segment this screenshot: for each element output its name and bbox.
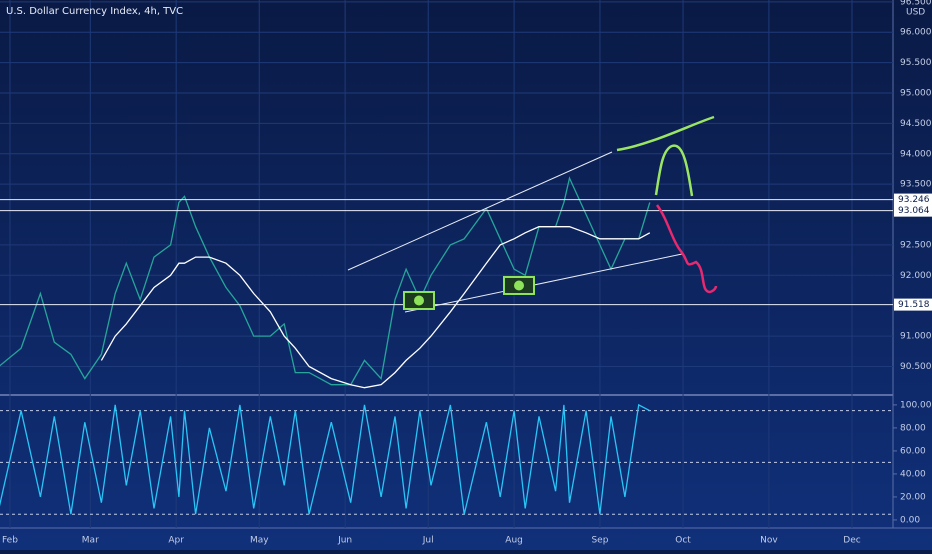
- trendline: [347, 151, 613, 271]
- y-tick-label: 0.00: [900, 515, 920, 525]
- y-tick-label: 80.00: [900, 423, 926, 433]
- series-line: [0, 403, 651, 515]
- series-line: [0, 176, 651, 386]
- y-tick-label: 91.000: [900, 332, 932, 342]
- x-tick-label: Sep: [591, 536, 608, 546]
- y-tick-label: 20.00: [900, 492, 926, 502]
- y-tick-label: 90.500: [900, 362, 932, 372]
- drawing: [654, 144, 694, 197]
- x-tick-label: Dec: [843, 536, 860, 546]
- level-label-box: [894, 204, 932, 217]
- y-tick-label: 60.00: [900, 446, 926, 456]
- y-tick-label: 95.000: [900, 88, 932, 98]
- y-tick-label: 92.500: [900, 240, 932, 250]
- x-tick-label: Oct: [675, 536, 691, 546]
- y-tick-label: 96.000: [900, 28, 932, 38]
- y-tick-label: 93.500: [900, 180, 932, 190]
- y-tick-label: 95.500: [900, 58, 932, 68]
- marker-icon: [503, 276, 535, 295]
- level-label-box: [894, 193, 932, 206]
- axis-unit: USD: [906, 8, 925, 18]
- drawing: [655, 204, 718, 294]
- level-label: 93.064: [898, 206, 930, 216]
- drawing: [616, 115, 715, 152]
- y-tick-label: 40.00: [900, 469, 926, 479]
- x-tick-label: Feb: [2, 536, 18, 546]
- y-tick-label: 92.000: [900, 271, 932, 281]
- x-tick-label: Mar: [82, 536, 99, 546]
- y-tick-label: 96.500: [900, 0, 932, 7]
- y-tick-label: 94.000: [900, 149, 932, 159]
- level-label-box: [894, 298, 932, 311]
- trendline: [404, 253, 683, 313]
- x-tick-label: May: [250, 536, 269, 546]
- x-tick-label: Nov: [760, 536, 778, 546]
- x-tick-label: Jul: [422, 536, 434, 546]
- x-tick-label: Apr: [168, 536, 184, 546]
- y-tick-label: 100.00: [900, 400, 932, 410]
- y-tick-label: 94.500: [900, 119, 932, 129]
- chart-title: U.S. Dollar Currency Index, 4h, TVC: [6, 6, 183, 17]
- level-label: 93.246: [898, 195, 930, 205]
- series-line: [100, 226, 651, 389]
- x-tick-label: Aug: [505, 536, 523, 546]
- x-tick-label: Jun: [337, 536, 352, 546]
- level-label: 91.518: [898, 300, 930, 310]
- marker-icon: [403, 291, 435, 310]
